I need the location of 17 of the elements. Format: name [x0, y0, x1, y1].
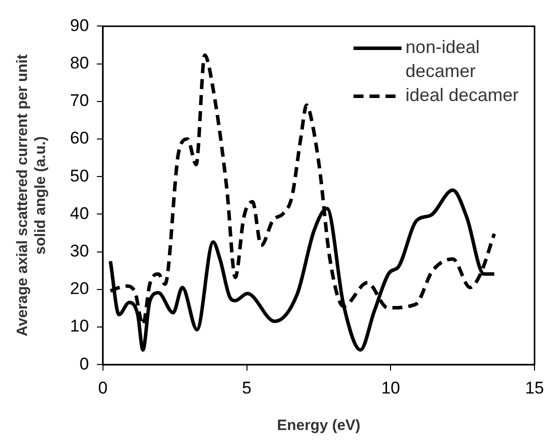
y-tick-label: 0 [79, 354, 89, 374]
x-tick-label: 5 [242, 378, 252, 398]
y-tick-label: 50 [70, 166, 89, 186]
y-tick-label: 10 [70, 316, 89, 336]
y-tick-label: 40 [70, 204, 89, 223]
legend-label: ideal decamer [406, 85, 519, 106]
y-axis-title: Average axial scattered current per unit solid angle (a.u.) [14, 54, 50, 336]
y-tick-label: 70 [70, 91, 89, 110]
x-tick-label: 0 [98, 378, 108, 398]
x-tick-label: 15 [525, 378, 544, 398]
x-axis-title: Energy (eV) [277, 417, 360, 434]
y-tick-label: 90 [70, 16, 89, 35]
y-tick-label: 20 [70, 279, 89, 298]
y-tick-label: 30 [70, 241, 89, 260]
x-tick-label: 10 [381, 378, 400, 398]
y-tick-label: 80 [70, 53, 89, 72]
y-tick-label: 60 [70, 128, 89, 148]
